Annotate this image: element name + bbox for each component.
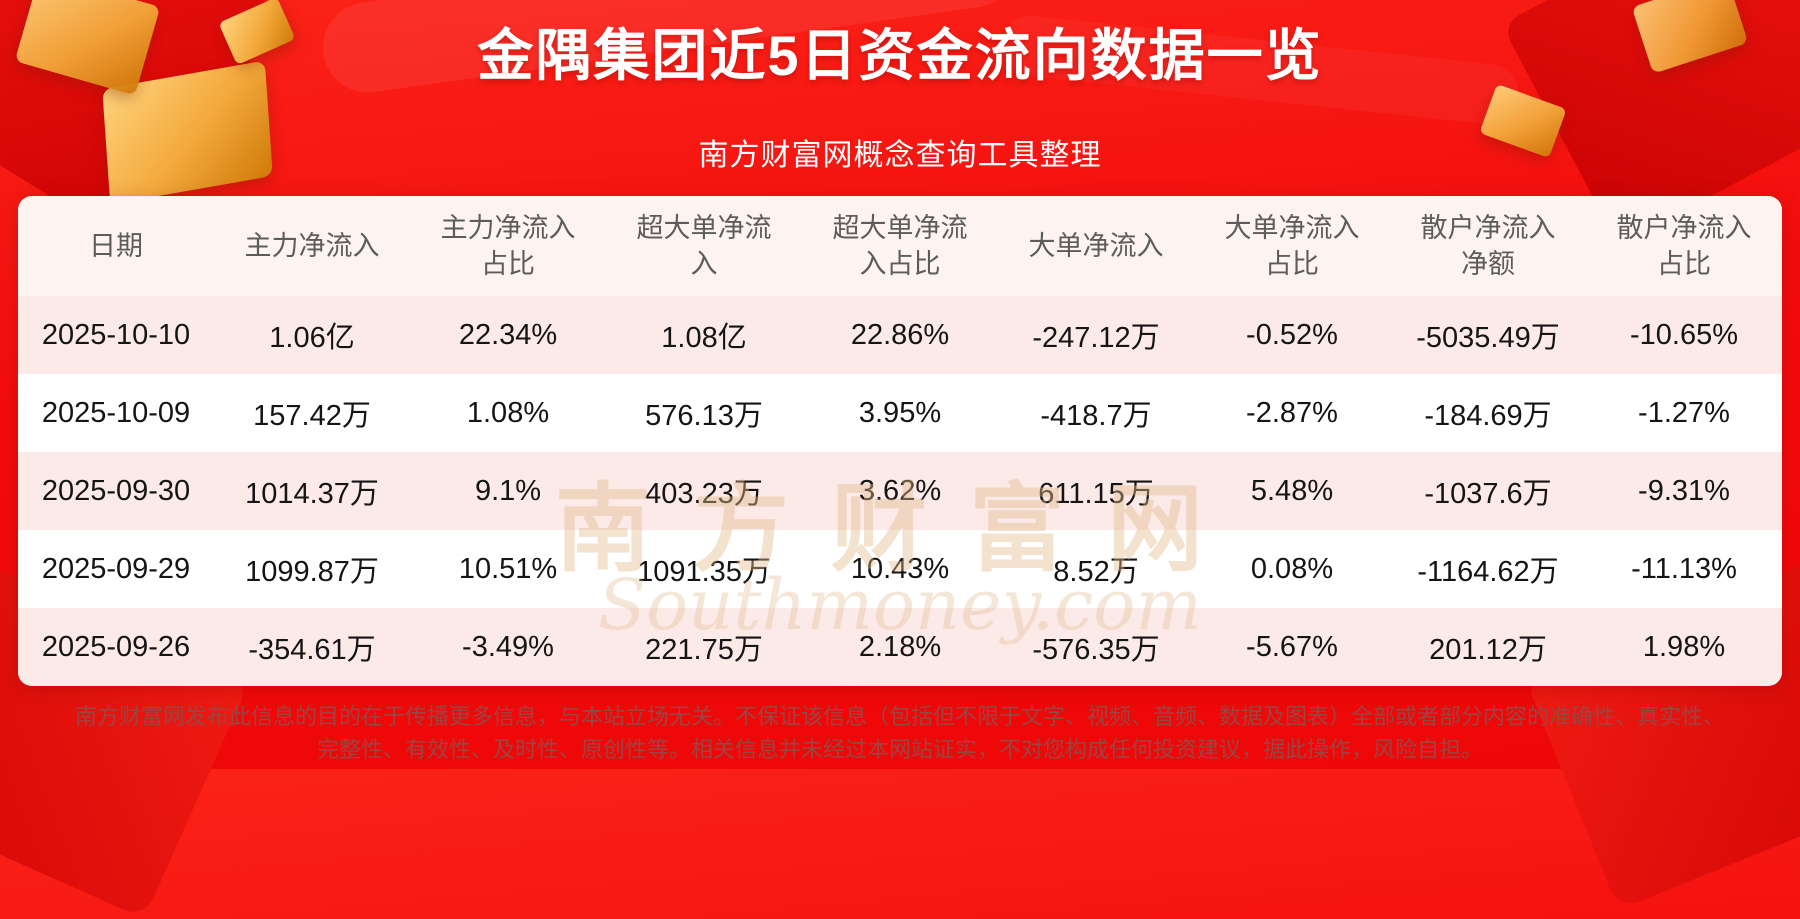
table-cell: 10.43% bbox=[802, 530, 998, 608]
column-header: 散户净流入净额 bbox=[1390, 196, 1586, 296]
table-body: 2025-10-10 1.06亿 22.34% 1.08亿 22.86% -247.12万… bbox=[18, 296, 1782, 686]
table-cell: -5035.49万 bbox=[1390, 296, 1586, 374]
table-cell: -3.49% bbox=[410, 608, 606, 686]
table-cell: 9.1% bbox=[410, 452, 606, 530]
table-cell: -1037.6万 bbox=[1390, 452, 1586, 530]
disclaimer: 南方财富网发布此信息的目的在于传播更多信息，与本站立场无关。不保证该信息（包括但… bbox=[0, 700, 1800, 766]
column-header: 大单净流入占比 bbox=[1194, 196, 1390, 296]
column-header: 超大单净流入 bbox=[606, 196, 802, 296]
table-cell: 1099.87万 bbox=[214, 530, 410, 608]
table-cell: 576.13万 bbox=[606, 374, 802, 452]
table-row: 2025-10-09 157.42万 1.08% 576.13万 3.95% -418.7… bbox=[18, 374, 1782, 452]
column-header: 日期 bbox=[18, 196, 214, 296]
table-cell: 2025-10-09 bbox=[18, 374, 214, 452]
table-cell: -11.13% bbox=[1586, 530, 1782, 608]
table-row: 2025-10-10 1.06亿 22.34% 1.08亿 22.86% -247.12万… bbox=[18, 296, 1782, 374]
table-cell: -354.61万 bbox=[214, 608, 410, 686]
column-header: 超大单净流入占比 bbox=[802, 196, 998, 296]
disclaimer-line-1: 南方财富网发布此信息的目的在于传播更多信息，与本站立场无关。不保证该信息（包括但… bbox=[74, 704, 1725, 729]
table-cell: -10.65% bbox=[1586, 296, 1782, 374]
table-cell: 10.51% bbox=[410, 530, 606, 608]
table-cell: -418.7万 bbox=[998, 374, 1194, 452]
table-cell: -2.87% bbox=[1194, 374, 1390, 452]
page-content: 金隅集团近5日资金流向数据一览 南方财富网概念查询工具整理 日期 主力净流入 主力净… bbox=[0, 24, 1800, 766]
table-row: 2025-09-30 1014.37万 9.1% 403.23万 3.62% 611.15… bbox=[18, 452, 1782, 530]
table-cell: 3.62% bbox=[802, 452, 998, 530]
table-cell: -5.67% bbox=[1194, 608, 1390, 686]
table-cell: 2.18% bbox=[802, 608, 998, 686]
table-cell: -576.35万 bbox=[998, 608, 1194, 686]
table-cell: 0.08% bbox=[1194, 530, 1390, 608]
page-subtitle: 南方财富网概念查询工具整理 bbox=[698, 139, 1102, 172]
table-cell: 1.06亿 bbox=[214, 296, 410, 374]
table-cell: 1.08亿 bbox=[606, 296, 802, 374]
table-cell: -1164.62万 bbox=[1390, 530, 1586, 608]
table-cell: 22.34% bbox=[410, 296, 606, 374]
table-cell: 1091.35万 bbox=[606, 530, 802, 608]
table-head: 日期 主力净流入 主力净流入占比 超大单净流入 超大单净流入占比 大单净流入 大单净流入占比… bbox=[18, 196, 1782, 296]
column-header: 大单净流入 bbox=[998, 196, 1194, 296]
table-cell: 1.08% bbox=[410, 374, 606, 452]
table-cell: 2025-09-26 bbox=[18, 608, 214, 686]
column-header: 主力净流入 bbox=[214, 196, 410, 296]
table-cell: 1.98% bbox=[1586, 608, 1782, 686]
table-cell: 22.86% bbox=[802, 296, 998, 374]
table-cell: -1.27% bbox=[1586, 374, 1782, 452]
table-cell: -9.31% bbox=[1586, 452, 1782, 530]
table-cell: 5.48% bbox=[1194, 452, 1390, 530]
table-cell: 611.15万 bbox=[998, 452, 1194, 530]
column-header: 散户净流入占比 bbox=[1586, 196, 1782, 296]
table-cell: 2025-09-29 bbox=[18, 530, 214, 608]
table-cell: -0.52% bbox=[1194, 296, 1390, 374]
table-row: 2025-09-29 1099.87万 10.51% 1091.35万 10.43% 8.… bbox=[18, 530, 1782, 608]
table-cell: 2025-10-10 bbox=[18, 296, 214, 374]
table-cell: 1014.37万 bbox=[214, 452, 410, 530]
table-cell: 201.12万 bbox=[1390, 608, 1586, 686]
table-cell: -184.69万 bbox=[1390, 374, 1586, 452]
table-row: 2025-09-26 -354.61万 -3.49% 221.75万 2.18% -576… bbox=[18, 608, 1782, 686]
page-title: 金隅集团近5日资金流向数据一览 bbox=[477, 24, 1323, 87]
column-header: 主力净流入占比 bbox=[410, 196, 606, 296]
table-cell: 8.52万 bbox=[998, 530, 1194, 608]
disclaimer-line-2: 完整性、有效性、及时性、原创性等。相关信息并未经过本网站证实，不对您构成任何投资… bbox=[316, 737, 1483, 762]
fund-flow-table: 日期 主力净流入 主力净流入占比 超大单净流入 超大单净流入占比 大单净流入 大单净流入占比… bbox=[18, 196, 1782, 686]
table-cell: 2025-09-30 bbox=[18, 452, 214, 530]
table-cell: 3.95% bbox=[802, 374, 998, 452]
table-header-row: 日期 主力净流入 主力净流入占比 超大单净流入 超大单净流入占比 大单净流入 大单净流入占比… bbox=[18, 196, 1782, 296]
table-cell: 221.75万 bbox=[606, 608, 802, 686]
table-cell: -247.12万 bbox=[998, 296, 1194, 374]
table-cell: 157.42万 bbox=[214, 374, 410, 452]
fund-flow-table-card: 日期 主力净流入 主力净流入占比 超大单净流入 超大单净流入占比 大单净流入 大单净流入占比… bbox=[18, 196, 1782, 686]
table-cell: 403.23万 bbox=[606, 452, 802, 530]
